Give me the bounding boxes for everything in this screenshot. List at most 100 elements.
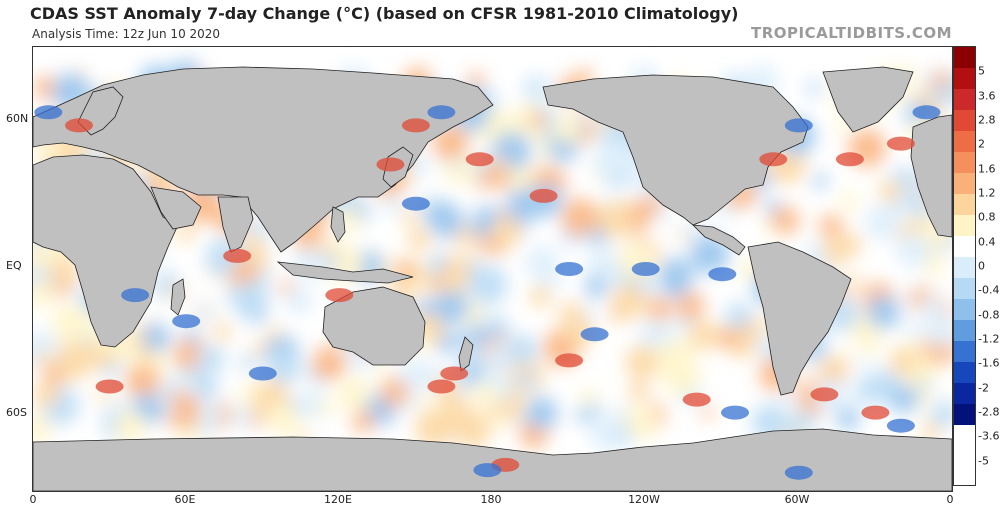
anomaly-cell [921, 421, 941, 441]
cool-anomaly [784, 118, 813, 133]
colorbar-label: 2.8 [978, 113, 996, 127]
anomaly-cell [889, 384, 919, 414]
lon-label-180: 180 [480, 493, 502, 506]
warm-anomaly [861, 405, 890, 420]
colorbar [953, 46, 976, 486]
anomaly-cell [822, 236, 851, 265]
anomaly-cell [33, 414, 52, 444]
warm-anomaly [682, 392, 711, 407]
anomaly-cell [647, 296, 673, 322]
colorbar-swatch [954, 257, 975, 278]
lon-label-60e: 60E [174, 493, 196, 506]
anomaly-cell [839, 191, 859, 211]
anomaly-cell [689, 320, 719, 350]
anomaly-cell [407, 228, 431, 251]
anomaly-cell [931, 400, 952, 428]
colorbar-label: 0 [978, 259, 985, 273]
colorbar-label: 0.8 [978, 210, 996, 224]
india-landmass [217, 196, 254, 253]
colorbar-label: -0.8 [978, 308, 1000, 322]
anomaly-cell [625, 345, 660, 379]
colorbar-swatch [954, 341, 975, 362]
anomaly-cell [580, 387, 599, 406]
anomaly-cell [659, 257, 694, 292]
colorbar-label: 3.6 [978, 89, 996, 103]
anomaly-cell [44, 365, 65, 387]
warm-anomaly [465, 152, 494, 167]
warm-anomaly [555, 353, 584, 368]
anomaly-cell [352, 410, 375, 433]
anomaly-cell [490, 217, 521, 247]
warm-anomaly [810, 387, 839, 402]
anomaly-cell [33, 248, 48, 269]
anomaly-cell [780, 393, 797, 411]
anomaly-cell [427, 260, 445, 278]
cool-anomaly [580, 327, 609, 342]
colorbar-swatch [954, 131, 975, 152]
colorbar-swatch [954, 110, 975, 131]
warm-anomaly [529, 188, 558, 203]
lon-label-0-east: 0 [946, 493, 954, 506]
anomaly-cell [828, 216, 845, 233]
anomaly-cell [125, 363, 160, 399]
arabia-landmass [150, 186, 202, 230]
anomaly-cell [867, 295, 901, 329]
anomaly-cell [654, 340, 692, 377]
central-america-landmass [691, 224, 746, 256]
anomaly-cell [183, 327, 200, 344]
anomaly-cell [135, 396, 156, 416]
colorbar-label: -2 [978, 381, 989, 395]
anomaly-cell [495, 157, 509, 171]
anomaly-cell [905, 320, 923, 338]
anomaly-cell [552, 274, 566, 288]
anomaly-cell [230, 259, 257, 286]
warm-anomaly [95, 379, 124, 394]
anomaly-cell [815, 360, 831, 375]
anomaly-cell [554, 112, 578, 136]
lat-label-60s: 60S [6, 406, 27, 419]
colorbar-swatch [954, 68, 975, 89]
anomaly-cell [471, 382, 498, 409]
anomaly-cell [324, 255, 339, 270]
analysis-time: Analysis Time: 12z Jun 10 2020 [32, 27, 221, 41]
new-zealand-islands [458, 336, 474, 372]
colorbar-swatch [954, 320, 975, 341]
anomaly-cell [793, 408, 817, 433]
anomaly-cell [285, 286, 313, 314]
anomaly-cell [654, 205, 670, 221]
anomaly-cell [318, 398, 336, 416]
anomaly-cell [233, 283, 250, 300]
warm-anomaly [835, 152, 864, 167]
colorbar-swatch [954, 173, 975, 194]
cool-anomaly [555, 262, 584, 276]
anomaly-cell [34, 352, 53, 370]
anomaly-cell [847, 274, 862, 289]
anomaly-cell [616, 428, 634, 445]
antarctica-landmass [33, 428, 952, 491]
anomaly-cell [586, 248, 620, 282]
anomaly-cell [623, 405, 659, 440]
anomaly-cell [475, 175, 489, 190]
anomaly-cell [597, 143, 632, 178]
anomaly-cell [771, 206, 800, 235]
colorbar-label: 1.2 [978, 186, 996, 200]
anomaly-cell [628, 382, 647, 401]
anomaly-cell [516, 371, 536, 391]
anomaly-cell [33, 75, 58, 100]
anomaly-cell [114, 410, 147, 443]
madagascar-landmass [170, 278, 186, 316]
colorbar-swatch [954, 278, 975, 299]
colorbar-swatch [954, 383, 975, 404]
warm-anomaly [427, 379, 456, 394]
lon-label-120e: 120E [324, 493, 352, 506]
colorbar-swatch [954, 299, 975, 320]
south-america-landmass [747, 241, 852, 396]
cool-anomaly [248, 366, 277, 381]
warm-anomaly [886, 136, 915, 151]
colorbar-swatch [954, 89, 975, 110]
colorbar-label: -1.6 [978, 356, 1000, 370]
anomaly-cell [33, 278, 54, 307]
warm-anomaly [325, 288, 354, 303]
warm-anomaly [759, 152, 788, 167]
anomaly-cell [525, 245, 559, 280]
